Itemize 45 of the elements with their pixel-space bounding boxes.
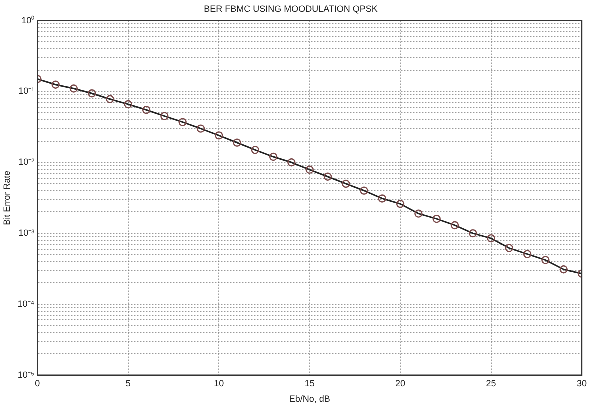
point	[251, 146, 260, 154]
x-tick-label: 30	[576, 378, 587, 388]
chart-title: BER FBMC USING MOODULATION QPSK	[204, 4, 378, 14]
point	[269, 152, 278, 162]
point	[124, 100, 132, 109]
y-tick-label: 10⁻³	[18, 228, 35, 238]
point	[142, 106, 151, 114]
point	[215, 132, 224, 140]
x-tick-label: 5	[126, 378, 131, 388]
point	[487, 234, 496, 243]
point	[378, 194, 387, 203]
x-tick-label: 25	[486, 378, 496, 388]
point	[52, 80, 60, 89]
x-tick-label: 0	[35, 378, 40, 388]
point	[233, 138, 242, 147]
point	[414, 210, 423, 218]
point	[523, 250, 532, 258]
y-tick-label: 10⁻¹	[18, 86, 35, 96]
x-tick-label: 15	[304, 378, 315, 388]
x-tick-label: 20	[396, 378, 406, 388]
point	[106, 95, 114, 104]
point	[70, 84, 78, 93]
point	[432, 214, 441, 224]
point	[505, 244, 514, 252]
point	[342, 180, 350, 188]
point	[324, 172, 332, 181]
point	[178, 118, 187, 126]
point	[288, 158, 296, 167]
point	[560, 266, 568, 274]
x-tick-label: 10	[214, 378, 224, 388]
y-tick-label: 10⁻⁵	[18, 370, 35, 380]
point	[542, 256, 550, 264]
point	[88, 90, 96, 98]
point	[160, 112, 169, 120]
point	[450, 221, 460, 230]
y-tick-label: 10⁻⁴	[18, 298, 35, 309]
point	[469, 229, 478, 238]
point	[306, 166, 314, 174]
y-axis-title: Bit Error Rate	[2, 170, 12, 226]
y-tick-label: 10⁻²	[18, 157, 35, 168]
point	[396, 200, 405, 208]
point	[360, 186, 368, 195]
point	[196, 124, 206, 133]
y-tick-label: 10⁰	[22, 15, 35, 26]
x-axis-title: Eb/No, dB	[289, 394, 330, 404]
